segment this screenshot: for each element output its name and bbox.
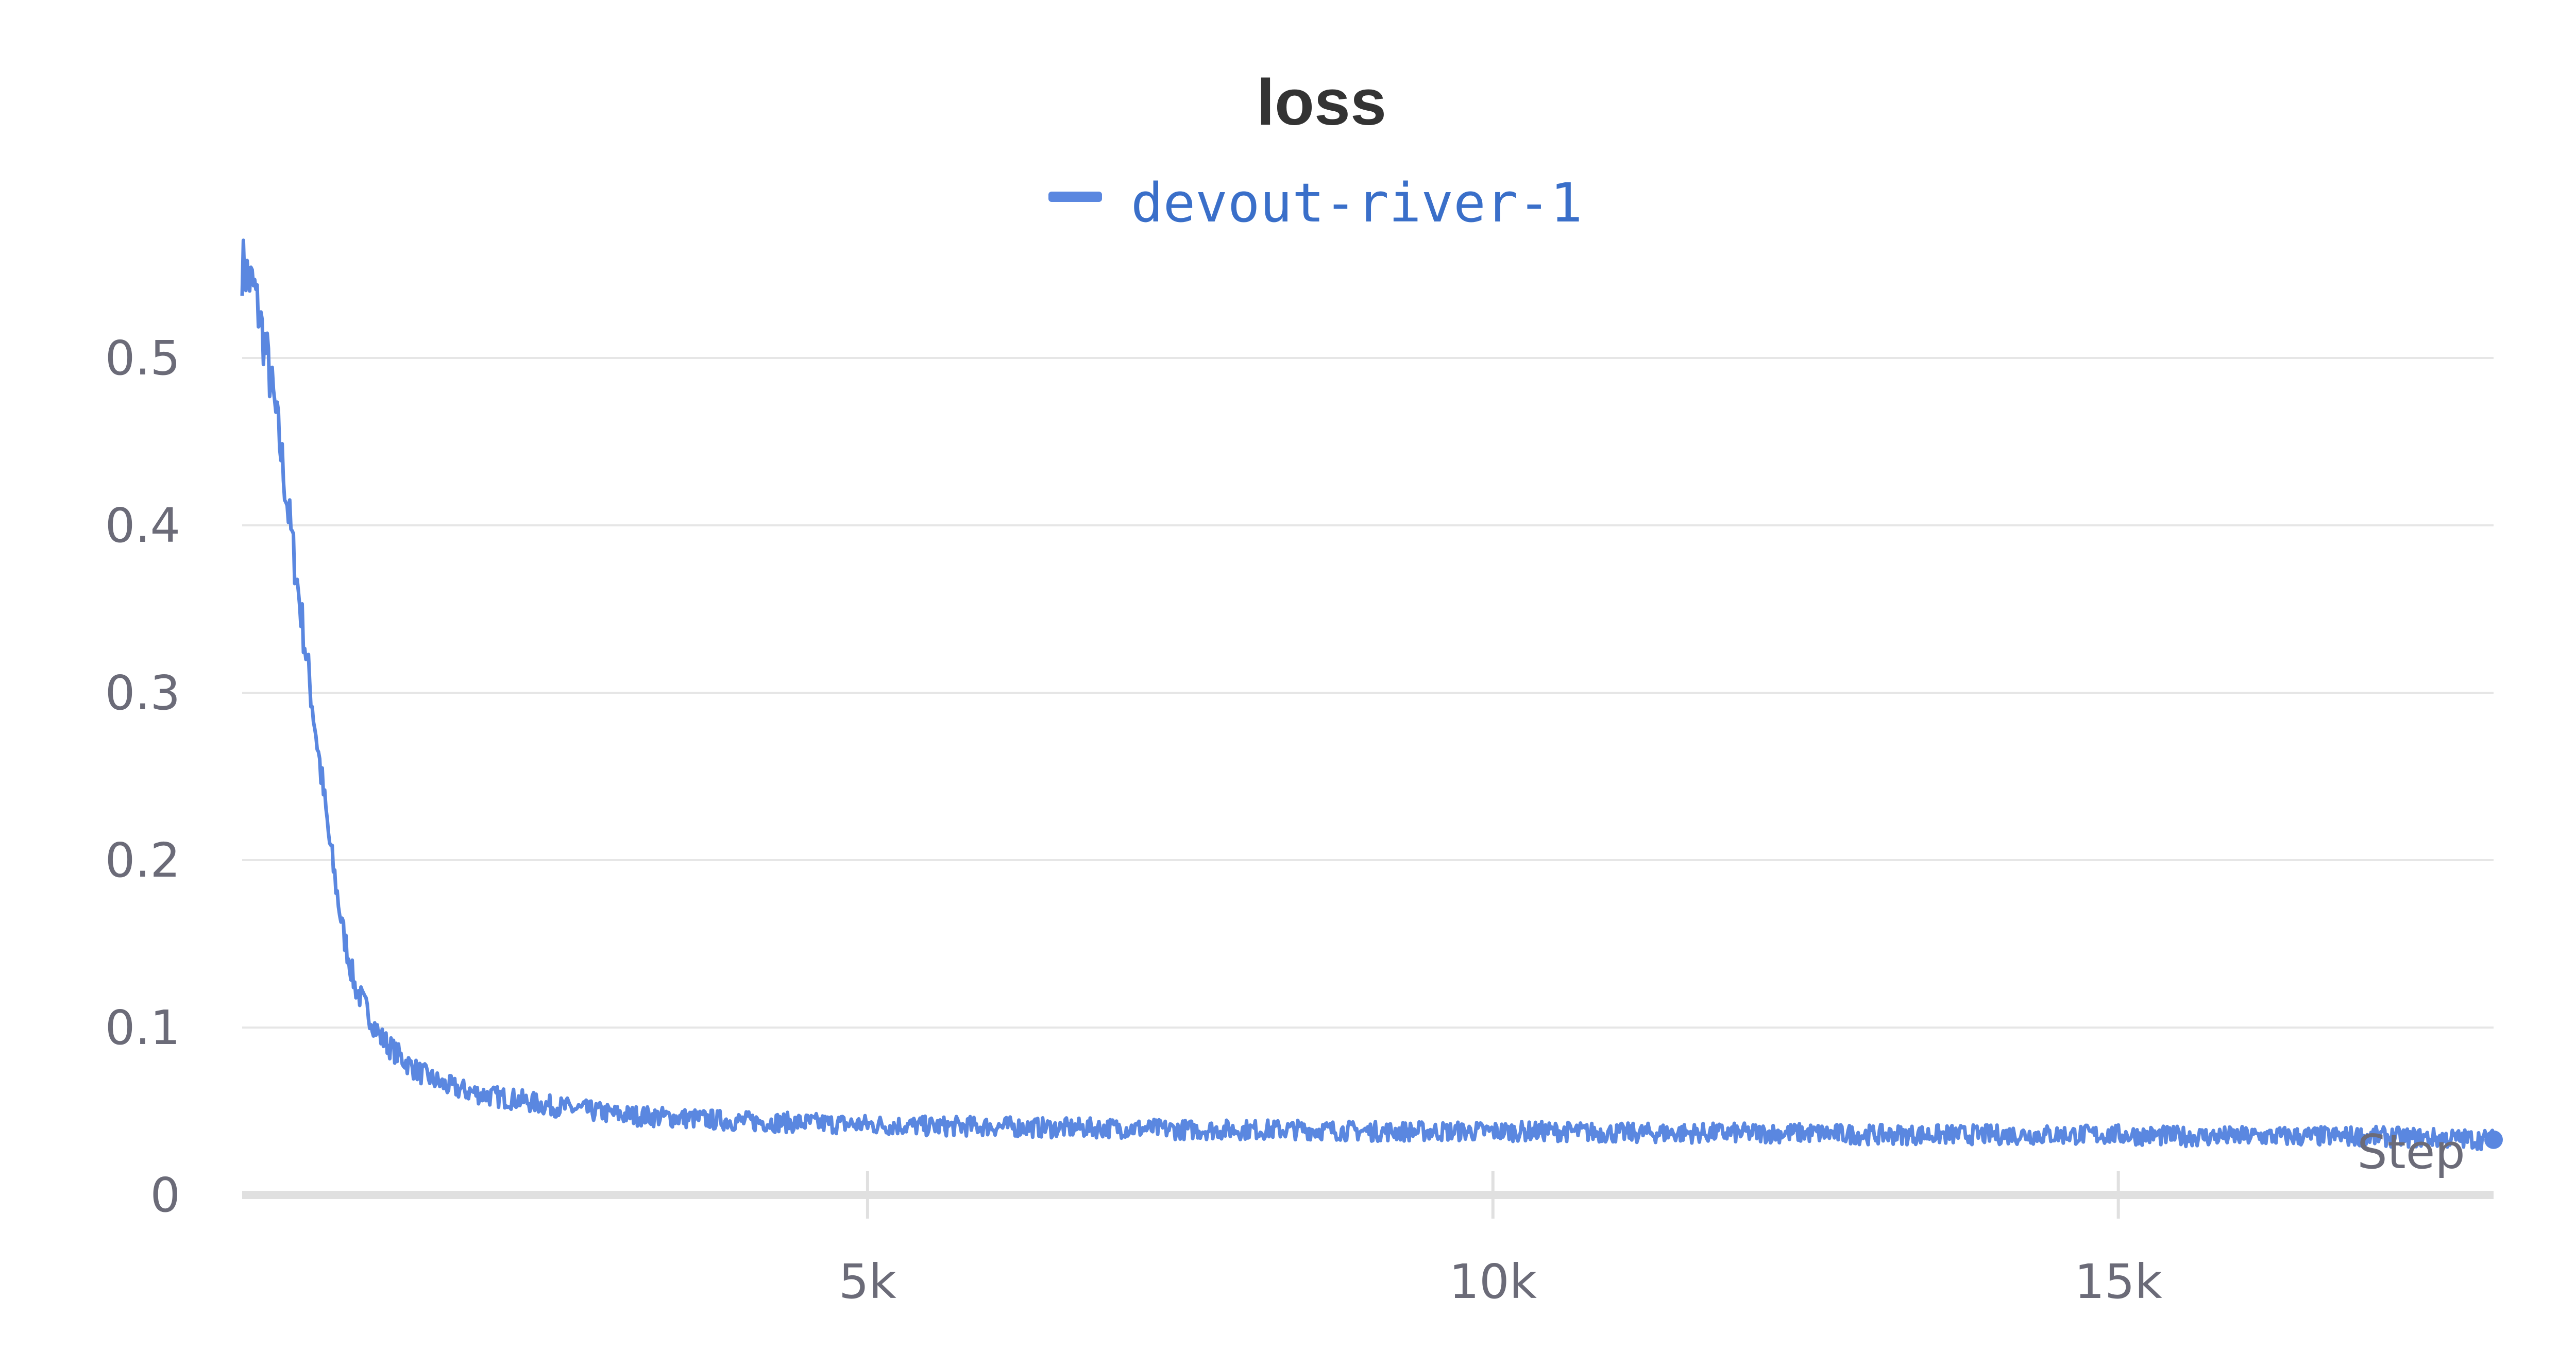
gridlines <box>242 357 2494 1029</box>
x-tick-label: 10k <box>1449 1254 1537 1309</box>
x-tick-label: 5k <box>839 1254 897 1309</box>
legend-label-devout-river-1: devout-river-1 <box>1131 172 1583 234</box>
series-layer <box>240 238 2503 1152</box>
series-endpoint-marker <box>2484 1130 2503 1149</box>
x-axis-label: Step <box>2357 1124 2465 1179</box>
y-tick-label: 0.2 <box>105 833 180 888</box>
chart-title: loss <box>1257 66 1386 139</box>
y-tick-label: 0 <box>150 1168 180 1223</box>
series-line-devout-river-1[interactable] <box>240 238 2496 1152</box>
y-tick-label: 0.1 <box>105 1000 180 1055</box>
axes: 0 0.1 0.2 0.3 0.4 0.5 5k 10k 15k <box>105 331 2494 1309</box>
legend[interactable]: devout-river-1 <box>1048 172 1583 234</box>
y-tick-label: 0.4 <box>105 498 180 553</box>
x-tick-label: 15k <box>2074 1254 2162 1309</box>
y-tick-label: 0.3 <box>105 665 180 721</box>
legend-swatch-devout-river-1 <box>1048 192 1102 202</box>
y-tick-label: 0.5 <box>105 331 180 386</box>
